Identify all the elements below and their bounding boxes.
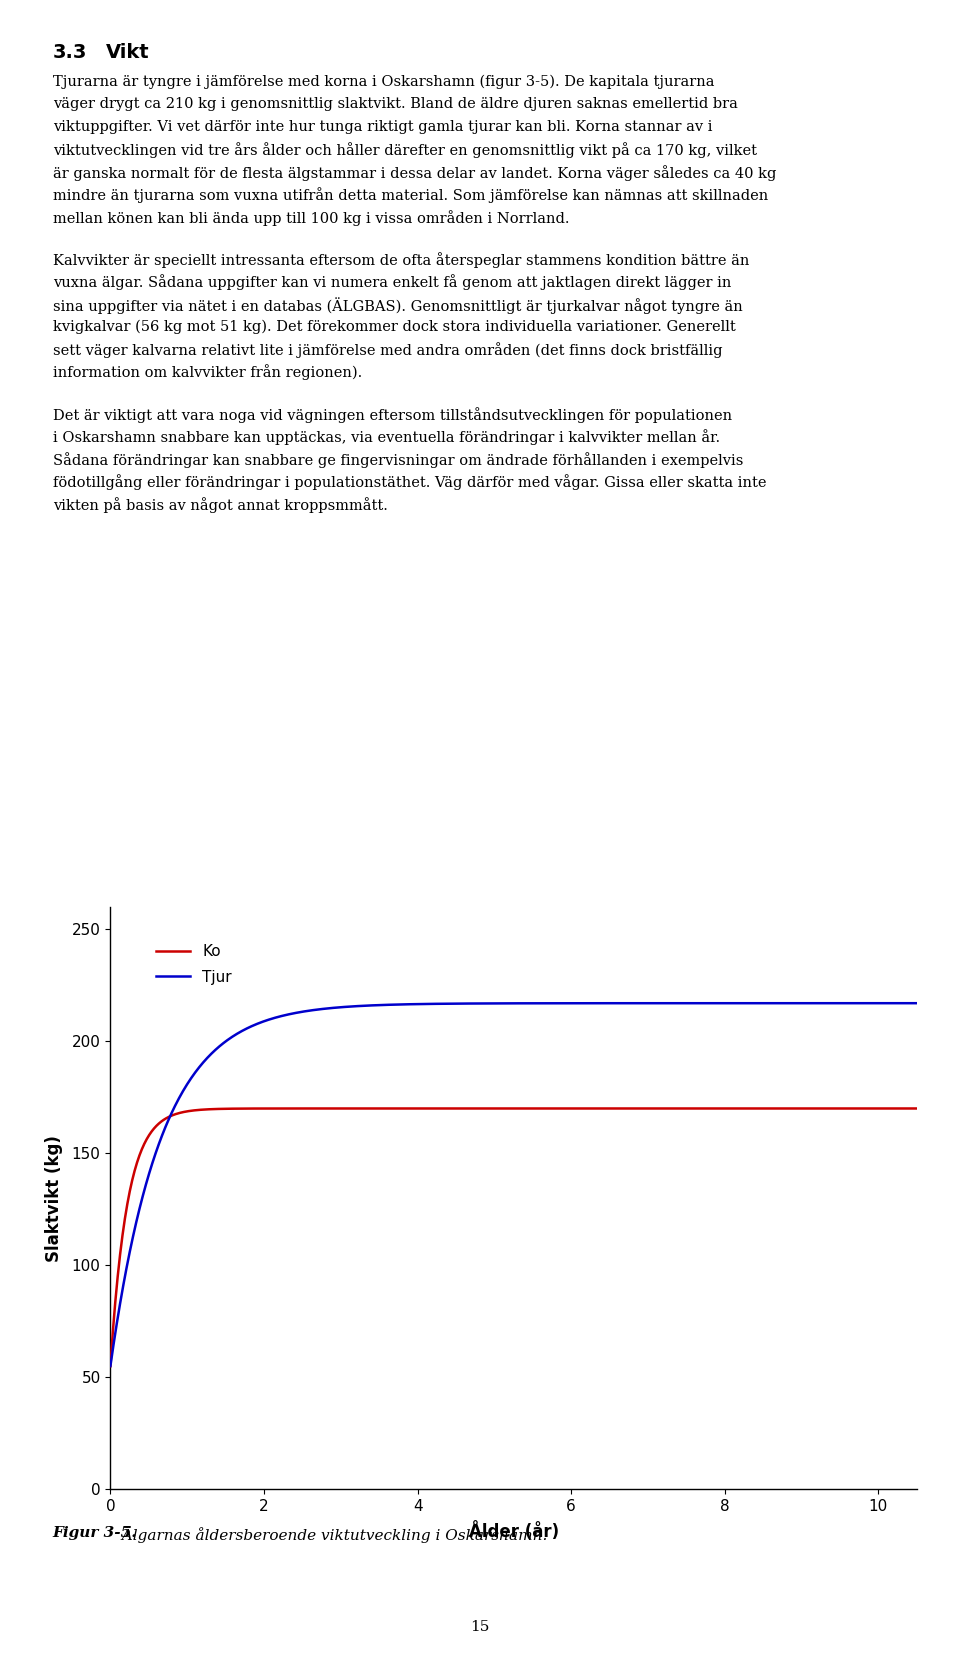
Text: Sådana förändringar kan snabbare ge fingervisningar om ändrade förhållanden i ex: Sådana förändringar kan snabbare ge fing… [53,451,743,468]
Text: viktuppgifter. Vi vet därför inte hur tunga riktigt gamla tjurar kan bli. Korna : viktuppgifter. Vi vet därför inte hur tu… [53,120,712,133]
Text: kvigkalvar (56 kg mot 51 kg). Det förekommer dock stora individuella variationer: kvigkalvar (56 kg mot 51 kg). Det föreko… [53,319,735,334]
Text: Vikt: Vikt [106,43,149,62]
X-axis label: Ålder (år): Ålder (år) [468,1523,559,1541]
Text: vuxna älgar. Sådana uppgifter kan vi numera enkelt få genom att jaktlagen direkt: vuxna älgar. Sådana uppgifter kan vi num… [53,275,732,291]
Text: är ganska normalt för de flesta älgstammar i dessa delar av landet. Korna väger : är ganska normalt för de flesta älgstamm… [53,165,777,181]
Text: Älgarnas åldersberoende viktutveckling i Oskarshamn.: Älgarnas åldersberoende viktutveckling i… [112,1526,548,1543]
Text: vikten på basis av något annat kroppsmmått.: vikten på basis av något annat kroppsmmå… [53,496,388,513]
Text: väger drygt ca 210 kg i genomsnittlig slaktvikt. Bland de äldre djuren saknas em: väger drygt ca 210 kg i genomsnittlig sl… [53,97,737,111]
Text: mindre än tjurarna som vuxna utifrån detta material. Som jämförelse kan nämnas a: mindre än tjurarna som vuxna utifrån det… [53,186,768,203]
Text: 3.3: 3.3 [53,43,87,62]
Text: viktutvecklingen vid tre års ålder och håller därefter en genomsnittlig vikt på : viktutvecklingen vid tre års ålder och h… [53,141,756,158]
Text: Figur 3-5.: Figur 3-5. [53,1526,137,1539]
Text: information om kalvvikter från regionen).: information om kalvvikter från regionen)… [53,364,362,381]
Text: Det är viktigt att vara noga vid vägningen eftersom tillståndsutvecklingen för p: Det är viktigt att vara noga vid vägning… [53,406,732,423]
Legend: Ko, Tjur: Ko, Tjur [151,938,238,990]
Y-axis label: Slaktvikt (kg): Slaktvikt (kg) [45,1135,63,1261]
Text: sina uppgifter via nätet i en databas (ÄLGBAS). Genomsnittligt är tjurkalvar någ: sina uppgifter via nätet i en databas (Ä… [53,296,742,314]
Text: Tjurarna är tyngre i jämförelse med korna i Oskarshamn (figur 3-5). De kapitala : Tjurarna är tyngre i jämförelse med korn… [53,75,714,90]
Text: i Oskarshamn snabbare kan upptäckas, via eventuella förändringar i kalvvikter me: i Oskarshamn snabbare kan upptäckas, via… [53,429,720,446]
Text: mellan könen kan bli ända upp till 100 kg i vissa områden i Norrland.: mellan könen kan bli ända upp till 100 k… [53,210,569,226]
Text: Kalvvikter är speciellt intressanta eftersom de ofta återspeglar stammens kondit: Kalvvikter är speciellt intressanta efte… [53,251,749,268]
Text: födotillgång eller förändringar i populationstäthet. Väg därför med vågar. Gissa: födotillgång eller förändringar i popula… [53,474,766,491]
Text: sett väger kalvarna relativt lite i jämförelse med andra områden (det finns dock: sett väger kalvarna relativt lite i jämf… [53,341,722,358]
Text: 15: 15 [470,1621,490,1634]
